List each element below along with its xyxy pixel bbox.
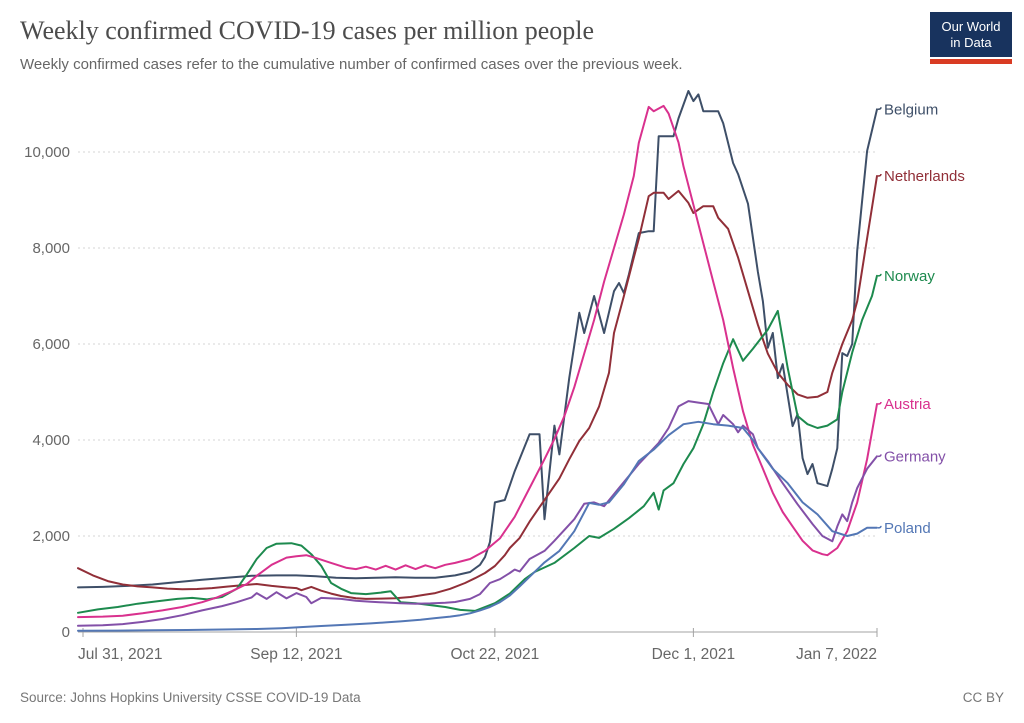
series-line-austria[interactable]	[77, 104, 878, 619]
series-label-netherlands[interactable]: Netherlands	[884, 168, 965, 185]
x-tick-label: Jul 31, 2021	[78, 646, 162, 663]
x-tick-label: Jan 7, 2022	[796, 646, 877, 663]
x-tick-label: Sep 12, 2021	[250, 646, 342, 663]
series-label-connector	[877, 273, 882, 277]
series-line-germany[interactable]	[77, 400, 878, 627]
x-tick-label: Oct 22, 2021	[451, 646, 540, 663]
series-line-netherlands[interactable]	[77, 175, 878, 600]
y-tick-label: 8,000	[32, 240, 70, 257]
series-line-poland[interactable]	[77, 420, 878, 632]
y-tick-label: 2,000	[32, 528, 70, 545]
series-label-norway[interactable]: Norway	[884, 268, 935, 285]
series-label-connector	[877, 401, 882, 405]
series-label-austria[interactable]: Austria	[884, 396, 931, 413]
y-tick-label: 6,000	[32, 336, 70, 353]
y-tick-label: 10,000	[24, 144, 70, 161]
license-badge[interactable]: CC BY	[962, 690, 1004, 705]
series-line-belgium[interactable]	[77, 90, 878, 589]
y-tick-label: 4,000	[32, 432, 70, 449]
series-label-poland[interactable]: Poland	[884, 520, 931, 537]
series-label-connector	[877, 454, 882, 458]
series-label-germany[interactable]: Germany	[884, 448, 946, 465]
series-label-connector	[877, 525, 882, 529]
owid-logo[interactable]: Our World in Data	[930, 12, 1012, 57]
page-subtitle: Weekly confirmed cases refer to the cumu…	[20, 56, 683, 73]
owid-logo-line1: Our World	[941, 19, 1001, 34]
series-label-belgium[interactable]: Belgium	[884, 101, 938, 118]
series-label-connector	[877, 107, 882, 111]
chart-footer: Source: Johns Hopkins University CSSE CO…	[20, 690, 1004, 705]
owid-logo-line2: in Data	[950, 35, 992, 50]
source-note: Source: Johns Hopkins University CSSE CO…	[20, 690, 361, 705]
series-label-connector	[877, 173, 882, 177]
x-tick-label: Dec 1, 2021	[652, 646, 736, 663]
owid-logo-underline	[930, 59, 1012, 64]
y-tick-label: 0	[62, 624, 70, 641]
page-title: Weekly confirmed COVID-19 cases per mill…	[20, 16, 595, 45]
